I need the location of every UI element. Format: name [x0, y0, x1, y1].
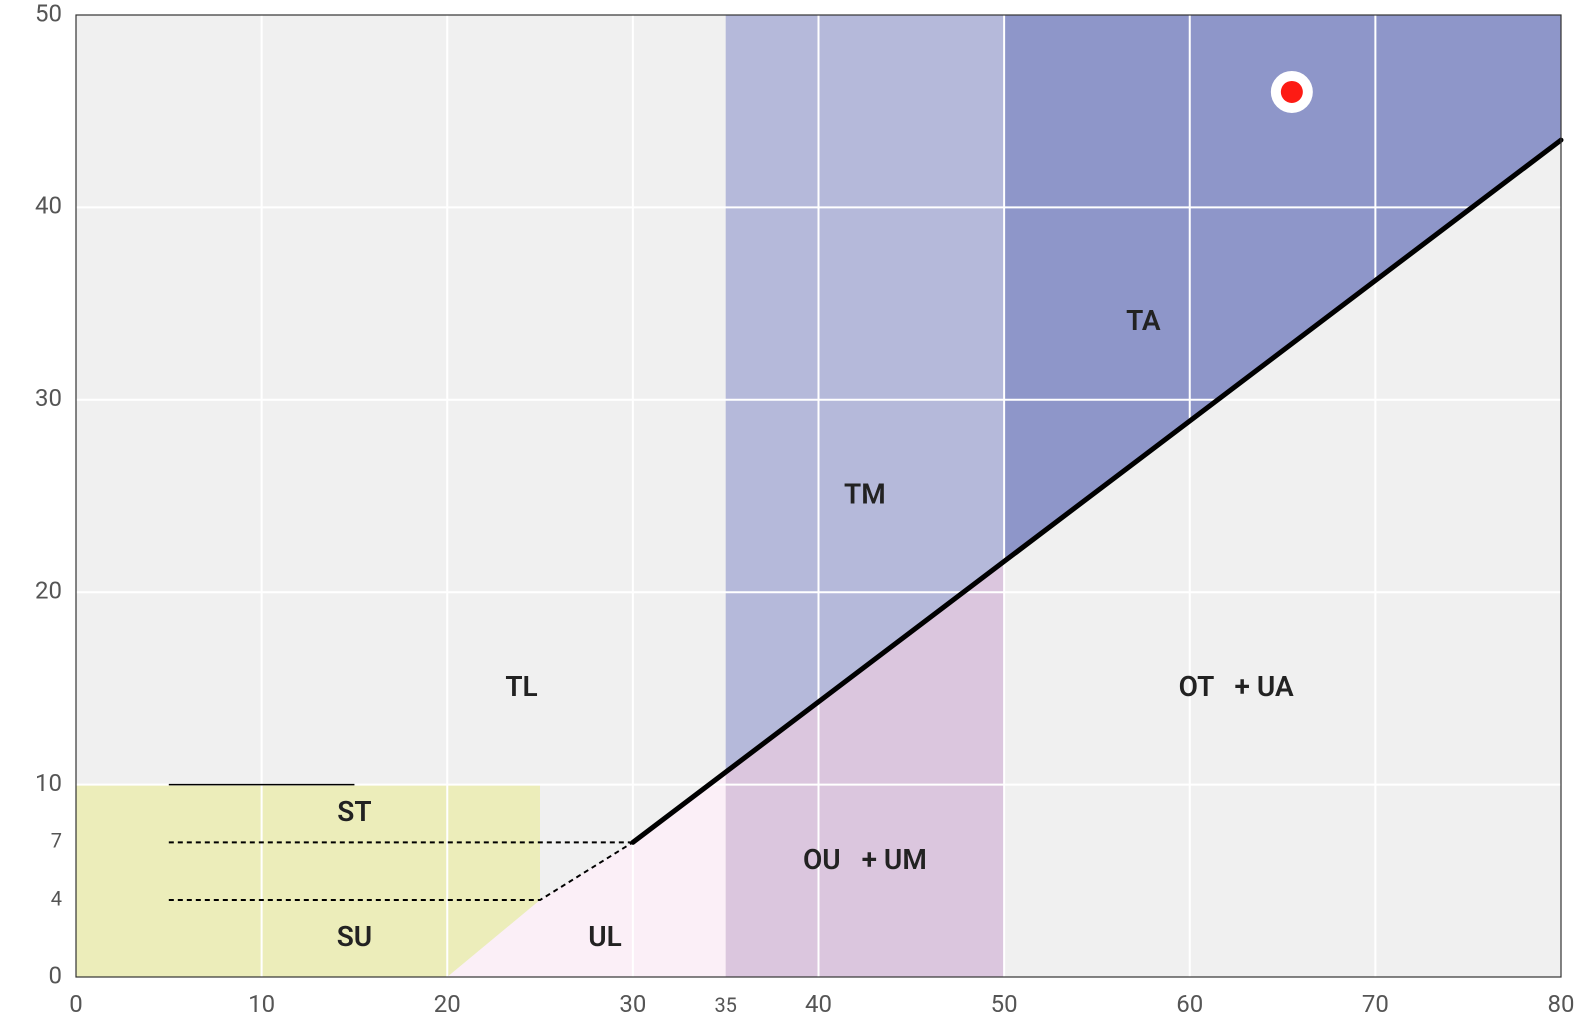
x-tick-label: 10: [248, 990, 275, 1018]
y-tick-label: 0: [49, 961, 63, 989]
x-tick-label: 0: [69, 990, 83, 1018]
y-tick-label: 4: [51, 886, 62, 910]
region-label: TA: [1126, 304, 1161, 337]
chart-container: SUSTULTLOU + UMTMOT + UATA01020303540506…: [0, 0, 1576, 1032]
region-SU-ST: [76, 785, 540, 977]
region-label: ST: [337, 795, 371, 828]
y-tick-label: 30: [35, 384, 62, 412]
region-chart-svg: SUSTULTLOU + UMTMOT + UATA01020303540506…: [0, 0, 1576, 1032]
x-tick-label: 35: [714, 993, 736, 1017]
y-tick-label: 40: [35, 192, 62, 220]
x-tick-label: 40: [805, 990, 832, 1018]
region-label: TM: [844, 477, 886, 510]
y-tick-label: 10: [35, 769, 62, 797]
x-tick-label: 50: [991, 990, 1018, 1018]
region-label: UL: [588, 920, 622, 953]
y-tick-label: 20: [35, 577, 62, 605]
x-tick-label: 30: [619, 990, 646, 1018]
region-label: TL: [505, 670, 537, 703]
x-tick-label: 70: [1362, 990, 1389, 1018]
x-tick-label: 20: [434, 990, 461, 1018]
region-label: OU + UM: [803, 843, 927, 876]
region-TL: [76, 15, 726, 900]
x-tick-label: 60: [1176, 990, 1203, 1018]
marker-dot: [1281, 81, 1303, 103]
region-label: SU: [337, 920, 372, 953]
region-label: OT + UA: [1179, 670, 1294, 703]
x-tick-label: 80: [1548, 990, 1575, 1018]
y-tick-label: 7: [51, 829, 62, 853]
y-tick-label: 50: [35, 0, 62, 27]
